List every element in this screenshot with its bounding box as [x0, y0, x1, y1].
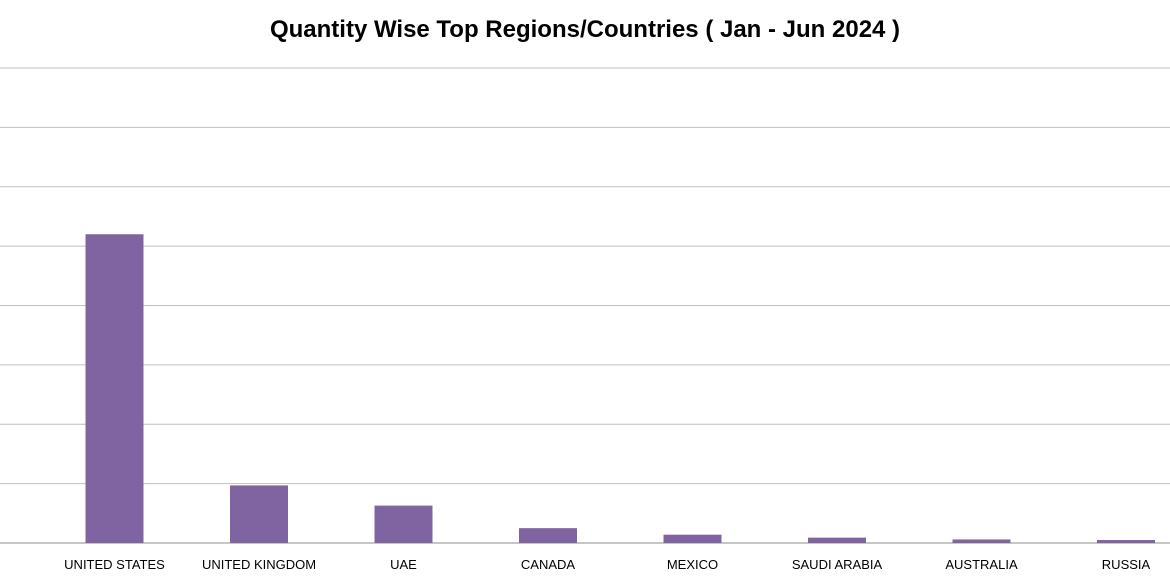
bar-uae [374, 505, 433, 543]
x-tick-label: UNITED KINGDOM [202, 557, 316, 572]
x-tick-label: UNITED STATES [64, 557, 165, 572]
x-axis-labels: UNITED STATES UNITED KINGDOM UAE CANADA MEXI… [64, 557, 1150, 572]
bar-series [85, 234, 1155, 543]
x-tick-label: RUSSIA [1102, 557, 1151, 572]
bar-united-kingdom [230, 485, 288, 543]
x-tick-label: MEXICO [667, 557, 718, 572]
gridlines [0, 67, 1170, 544]
x-tick-label: CANADA [521, 557, 576, 572]
chart-title: Quantity Wise Top Regions/Countries ( Ja… [269, 16, 901, 43]
bar-canada [519, 528, 577, 543]
bar-russia [1097, 540, 1155, 543]
bar-united-states [85, 234, 144, 543]
bar-mexico [663, 534, 722, 543]
x-tick-label: AUSTRALIA [945, 557, 1018, 572]
x-tick-label: SAUDI ARABIA [792, 557, 883, 572]
bar-saudi-arabia [808, 537, 866, 543]
x-tick-label: UAE [390, 557, 417, 572]
bar-australia [952, 539, 1011, 543]
